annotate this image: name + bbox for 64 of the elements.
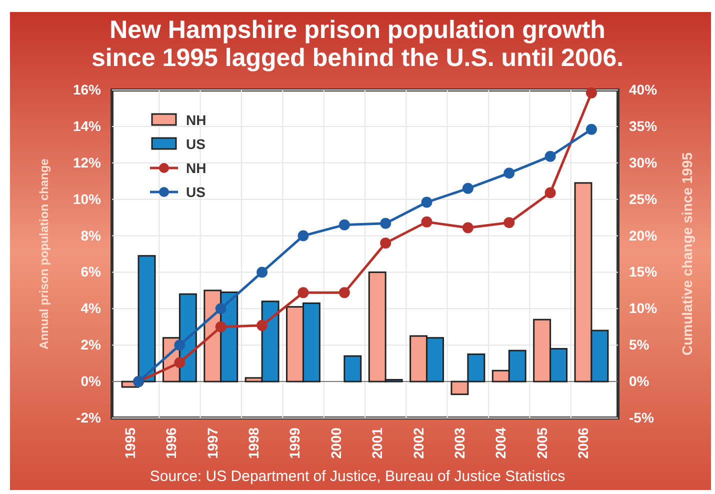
y-tick-label: 0% [80, 373, 102, 390]
point [462, 222, 474, 234]
y2-tick-label: 5% [629, 336, 650, 353]
x-tick-label: 1996 [163, 427, 180, 459]
y2-tick-label: 35% [629, 118, 658, 134]
x-tick-label: 2006 [574, 427, 591, 459]
y-tick-label: 4% [80, 300, 102, 316]
y-tick-label: 16% [72, 81, 102, 98]
point [298, 230, 309, 242]
point [215, 321, 226, 332]
point [586, 124, 597, 135]
y-tick-label: 6% [80, 264, 102, 280]
legend-label: US [186, 184, 206, 200]
point [380, 238, 392, 249]
point [504, 168, 515, 179]
x-tick-label: 2002 [410, 427, 426, 459]
y2-tick-label: -5% [629, 409, 654, 426]
point [504, 217, 515, 228]
point [338, 219, 350, 230]
bar [344, 355, 362, 382]
source-note: Source: US Department of Justice, Bureau of Justice Statistics [150, 468, 566, 485]
point [298, 287, 309, 298]
x-tick-label: 1998 [246, 427, 262, 459]
y-tick-label: 8% [80, 227, 102, 244]
y-tick-label: 12% [72, 154, 102, 170]
y2-tick-label: 15% [629, 264, 658, 280]
y-tick-label: 2% [80, 336, 102, 353]
point [421, 216, 432, 228]
point [380, 218, 392, 229]
point [174, 357, 186, 368]
y-tick-label: -2% [76, 409, 102, 426]
point [544, 150, 556, 162]
point [256, 266, 268, 278]
x-tick-label: 1997 [204, 427, 220, 459]
bar [138, 255, 156, 382]
x-tick-label: 2004 [492, 427, 509, 459]
x-tick-label: 2003 [451, 427, 468, 459]
y2-tick-label: 10% [629, 300, 658, 316]
y2-tick-label: 40% [629, 81, 658, 98]
legend-label: NH [186, 160, 206, 176]
x-tick-label: 2000 [328, 427, 344, 459]
x-tick-label: 1999 [286, 427, 303, 459]
x-tick-label: 2001 [369, 427, 386, 459]
point [462, 182, 474, 194]
y-tick-label: 10% [72, 190, 102, 207]
point [586, 87, 597, 98]
point [421, 196, 432, 208]
y-tick-label: 14% [72, 118, 102, 134]
point [215, 303, 226, 314]
chart-title: New Hampshire prison population growth since 1995 lagged behind the U.S. until 2006. [91, 16, 624, 72]
legend-label: NH [186, 112, 206, 128]
point [544, 187, 556, 198]
y2-tick-label: 25% [629, 190, 658, 207]
x-tick-label: 1995 [122, 427, 138, 459]
y2-tick-label: 20% [629, 227, 658, 244]
point [256, 320, 268, 331]
point [174, 340, 186, 351]
x-tick-label: 2005 [534, 427, 550, 459]
y2-tick-label: 30% [629, 154, 658, 170]
point [338, 287, 350, 298]
legend-label: US [186, 136, 206, 152]
y2-tick-label: 0% [629, 373, 650, 390]
y2-axis-title: Cumulative change since 1995 [679, 152, 695, 356]
y-axis-title: Annual prison population change [37, 158, 51, 350]
